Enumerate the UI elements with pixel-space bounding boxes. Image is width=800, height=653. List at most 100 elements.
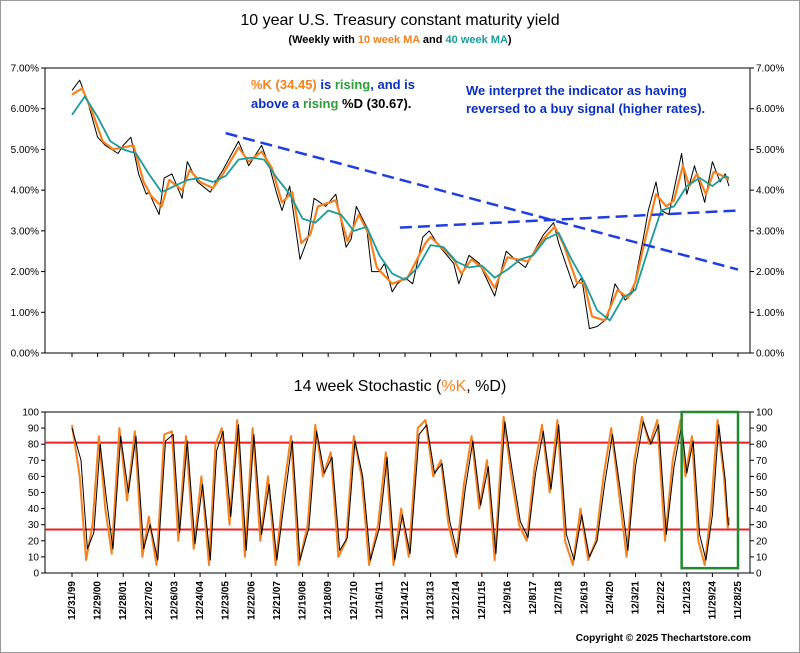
x-tick-label: 11/28/25	[733, 581, 744, 620]
yield-y-tick-label-right: 6.00%	[756, 104, 784, 115]
annotation-rising-1: rising	[335, 77, 370, 92]
x-tick-label: 12/19/08	[298, 581, 309, 620]
stoch-title-part-1: 14 week Stochastic (	[294, 378, 442, 395]
stochastic-y-tick-label-right: 30	[756, 520, 768, 531]
stochastic-y-tick-label-right: 80	[756, 440, 768, 451]
subtitle-part-3: and	[420, 34, 446, 46]
yield-y-tick-label-left: 2.00%	[11, 267, 39, 278]
yield-y-tick-label-left: 7.00%	[11, 64, 39, 75]
highlight-box-group	[680, 410, 740, 570]
rising-trendline	[399, 209, 739, 229]
stochastic-y-tick-label-left: 80	[28, 440, 40, 451]
stochastic-y-tick-label-left: 40	[28, 504, 40, 515]
x-tick-label: 12/26/03	[169, 581, 180, 620]
yield-y-tick-label-left: 0.00%	[11, 349, 39, 360]
x-tick-label: 12/23/05	[221, 581, 232, 620]
yield-y-tick-label-left: 4.00%	[11, 186, 39, 197]
yield-y-tick-label-right: 5.00%	[756, 145, 784, 156]
stochastic-y-tick-label-right: 50	[756, 488, 768, 499]
yield-y-tick-label-right: 2.00%	[756, 267, 784, 278]
x-tick-label: 12/29/00	[93, 581, 104, 620]
stoch-title-part-3: , %D)	[466, 378, 506, 395]
x-tick-label: 12/28/01	[118, 581, 129, 620]
yield-y-tick-label-left: 6.00%	[11, 104, 39, 115]
annotation-d-value: %D (30.67).	[338, 96, 411, 111]
stochastic-y-tick-label-right: 10	[756, 552, 768, 563]
copyright-text: Copyright © 2025 Thechartstore.com	[576, 633, 751, 644]
x-tick-label: 12/14/12	[400, 581, 411, 620]
x-tick-label: 12/24/04	[195, 581, 206, 620]
x-tick-label: 12/12/14	[451, 581, 462, 620]
ma40-line	[71, 95, 730, 322]
stochastic-plot-area	[44, 411, 751, 574]
x-tick-label: 11/29/24	[707, 581, 718, 620]
subtitle-part-5: )	[508, 34, 512, 46]
stochastic-y-tick-label-right: 0	[756, 569, 762, 580]
annotation-k-value: %K (34.45)	[251, 77, 317, 92]
stochastic-x-axis: 12/31/99 12/29/00 12/28/01 12/27/02 12/26/03…	[67, 573, 744, 620]
x-tick-label: 12/6/19	[579, 581, 590, 615]
stochastic-d-line	[71, 421, 730, 561]
yield-y-tick-label-left: 1.00%	[11, 308, 39, 319]
x-tick-label: 12/9/16	[502, 581, 513, 615]
yield-y-tick-label-left: 3.00%	[11, 226, 39, 237]
stochastic-y-axis: 0 0 10 10 20 20 30 30 40 40 50 50 60 60 70 70 80 80 90 90 10…	[22, 408, 773, 580]
yield-x-ticks	[71, 353, 739, 357]
stochastic-y-tick-label-left: 50	[28, 488, 40, 499]
yield-y-tick-label-right: 1.00%	[756, 308, 784, 319]
x-tick-label: 12/3/21	[631, 581, 642, 615]
annotation-above-a: above a	[251, 96, 303, 111]
yield-y-tick-label-right: 4.00%	[756, 186, 784, 197]
stochastic-y-tick-label-right: 60	[756, 472, 768, 483]
x-tick-label: 12/18/09	[323, 581, 334, 620]
highlight-box	[680, 410, 740, 570]
stochastic-chart-title: 14 week Stochastic (%K, %D)	[294, 378, 507, 395]
yield-y-tick-label-right: 7.00%	[756, 64, 784, 75]
stochastic-y-tick-label-right: 20	[756, 536, 768, 547]
x-tick-label: 12/16/11	[374, 581, 385, 620]
stochastic-series-group	[71, 415, 730, 566]
x-tick-label: 12/13/13	[426, 581, 437, 620]
x-tick-label: 12/11/15	[477, 581, 488, 620]
yield-chart-subtitle: (Weekly with 10 week MA and 40 week MA)	[288, 34, 512, 46]
stochastic-plot: 0 0 10 10 20 20 30 30 40 40 50 50 60 60 70 70 80 80 90 90 10…	[22, 408, 773, 620]
yield-plot: 0.00% 0.00% 1.00% 1.00% 2.00% 2.00% 3.00% 3.00%…	[11, 64, 785, 360]
annotation-left-line1: %K (34.45) is rising, and is	[251, 77, 415, 92]
yield-chart-title: 10 year U.S. Treasury constant maturity …	[240, 12, 559, 29]
annotation-right-line2: reversed to a buy signal (higher rates).	[466, 101, 705, 116]
stochastic-y-tick-label-right: 40	[756, 504, 768, 515]
annotation-and-is: , and is	[370, 77, 415, 92]
x-tick-label: 12/7/18	[554, 581, 565, 615]
stochastic-y-tick-label-right: 90	[756, 424, 768, 435]
stochastic-y-tick-label-left: 10	[28, 552, 40, 563]
stochastic-y-tick-label-left: 100	[22, 408, 39, 419]
stoch-title-k: %K	[441, 378, 466, 395]
stochastic-y-tick-label-left: 90	[28, 424, 40, 435]
trendlines-group	[225, 131, 739, 271]
x-tick-label: 12/22/06	[246, 581, 257, 620]
stochastic-y-tick-label-left: 30	[28, 520, 40, 531]
stochastic-y-tick-label-right: 70	[756, 456, 768, 467]
x-tick-label: 12/8/17	[528, 581, 539, 615]
annotation-right-line1: We interpret the indicator as having	[466, 83, 687, 98]
stochastic-y-tick-label-left: 20	[28, 536, 40, 547]
x-tick-label: 12/4/20	[605, 581, 616, 615]
yield-y-axis: 0.00% 0.00% 1.00% 1.00% 2.00% 2.00% 3.00% 3.00%…	[11, 64, 785, 360]
yield-y-tick-label-right: 0.00%	[756, 349, 784, 360]
yield-plot-area	[44, 67, 751, 354]
x-tick-label: 12/2/22	[656, 581, 667, 615]
x-tick-label: 12/1/23	[682, 581, 693, 615]
annotation-rising-2: rising	[303, 96, 338, 111]
yield-y-tick-label-left: 5.00%	[11, 145, 39, 156]
x-tick-label: 12/27/02	[144, 581, 155, 620]
annotation-is: is	[317, 77, 335, 92]
x-tick-label: 12/31/99	[67, 581, 78, 620]
subtitle-10wk-ma: 10 week MA	[358, 34, 420, 46]
x-tick-label: 12/17/10	[349, 581, 360, 620]
annotation-left-line2: above a rising %D (30.67).	[251, 96, 411, 111]
x-tick-label: 12/21/07	[272, 581, 283, 620]
stochastic-y-tick-label-left: 60	[28, 472, 40, 483]
subtitle-part-1: (Weekly with	[288, 34, 357, 46]
declining-trendline	[225, 131, 739, 271]
